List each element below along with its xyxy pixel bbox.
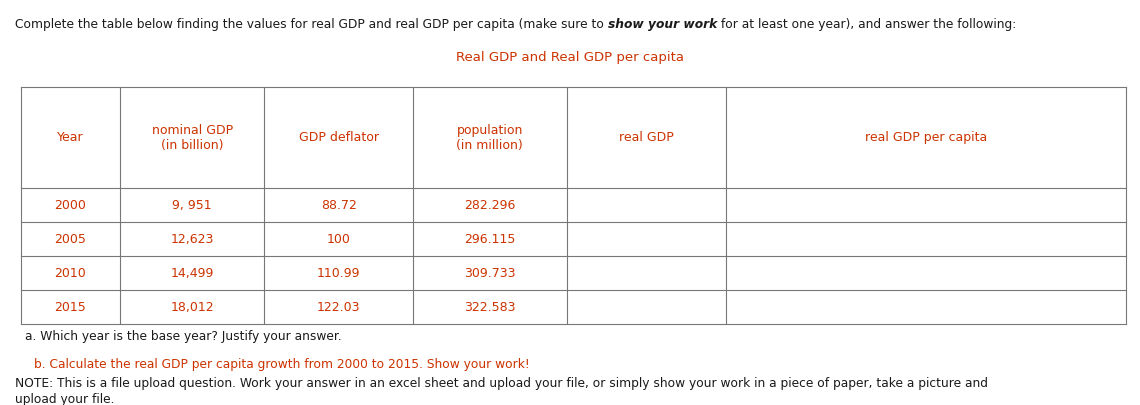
Text: GDP deflator: GDP deflator xyxy=(299,131,378,144)
Text: a. Which year is the base year? Justify your answer.: a. Which year is the base year? Justify … xyxy=(25,330,342,343)
Text: 14,499: 14,499 xyxy=(170,266,214,279)
Text: real GDP: real GDP xyxy=(619,131,674,144)
Text: 2005: 2005 xyxy=(55,233,86,246)
Text: 296.115: 296.115 xyxy=(464,233,515,246)
Text: 122.03: 122.03 xyxy=(317,301,360,313)
Text: Real GDP and Real GDP per capita: Real GDP and Real GDP per capita xyxy=(456,51,684,64)
Text: Complete the table below finding the values for real GDP and real GDP per capita: Complete the table below finding the val… xyxy=(15,18,608,31)
Text: 12,623: 12,623 xyxy=(170,233,214,246)
Text: Year: Year xyxy=(57,131,83,144)
Text: NOTE: This is a file upload question. Work your answer in an excel sheet and upl: NOTE: This is a file upload question. Wo… xyxy=(15,377,988,390)
Text: b. Calculate the real GDP per capita growth from 2000 to 2015. Show your work!: b. Calculate the real GDP per capita gro… xyxy=(34,358,530,371)
Text: upload your file.: upload your file. xyxy=(15,393,114,405)
Text: 100: 100 xyxy=(327,233,350,246)
Text: 18,012: 18,012 xyxy=(170,301,214,313)
Text: 2010: 2010 xyxy=(55,266,86,279)
Text: show your work: show your work xyxy=(608,18,717,31)
Text: for at least one year), and answer the following:: for at least one year), and answer the f… xyxy=(717,18,1016,31)
Text: 88.72: 88.72 xyxy=(320,199,357,212)
Text: population
(in million): population (in million) xyxy=(456,124,523,152)
Text: 2000: 2000 xyxy=(55,199,86,212)
Text: 309.733: 309.733 xyxy=(464,266,515,279)
Text: real GDP per capita: real GDP per capita xyxy=(865,131,987,144)
Text: 322.583: 322.583 xyxy=(464,301,515,313)
Text: 282.296: 282.296 xyxy=(464,199,515,212)
Text: 110.99: 110.99 xyxy=(317,266,360,279)
Text: 2015: 2015 xyxy=(55,301,86,313)
Text: nominal GDP
(in billion): nominal GDP (in billion) xyxy=(152,124,233,152)
Text: 9, 951: 9, 951 xyxy=(172,199,212,212)
